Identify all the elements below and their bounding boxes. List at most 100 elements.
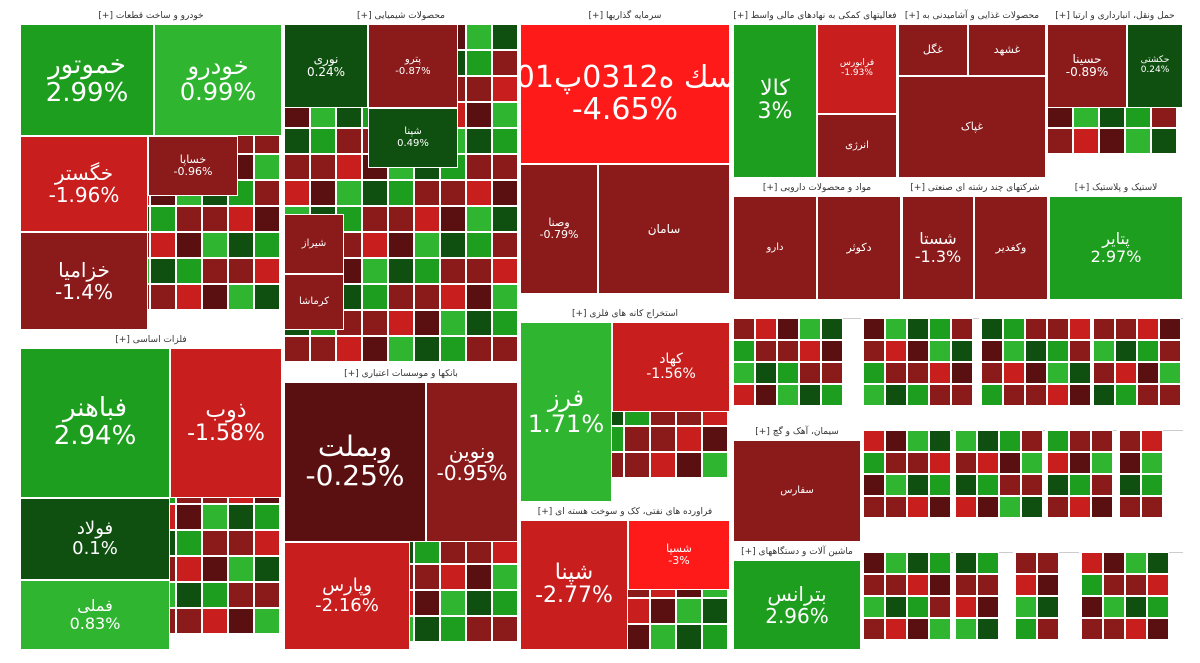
sector[interactable]: ماشین آلات و دستگاههای [+] بترانس 2.96% bbox=[733, 544, 861, 650]
filler-tile[interactable] bbox=[1025, 318, 1047, 340]
filler-tile[interactable] bbox=[254, 232, 280, 258]
filler-tile[interactable] bbox=[929, 474, 951, 496]
filler-tile[interactable] bbox=[1141, 430, 1163, 452]
filler-tile[interactable] bbox=[1119, 496, 1141, 518]
filler-tile[interactable] bbox=[254, 154, 280, 180]
filler-tile[interactable] bbox=[150, 258, 176, 284]
minor-sector[interactable] bbox=[863, 414, 953, 534]
filler-tile[interactable] bbox=[466, 590, 492, 616]
filler-tile[interactable] bbox=[929, 552, 951, 574]
sector-header[interactable]: محصولات غذایی و آشامیدنی به [+] bbox=[898, 8, 1046, 25]
sector[interactable]: استخراج کانه های فلزی [+] فرز 1.71% کهاد -1.… bbox=[520, 306, 730, 502]
filler-tile[interactable] bbox=[202, 556, 228, 582]
filler-tile[interactable] bbox=[1119, 452, 1141, 474]
filler-tile[interactable] bbox=[388, 284, 414, 310]
filler-tile[interactable] bbox=[1047, 340, 1069, 362]
filler-tile[interactable] bbox=[176, 530, 202, 556]
filler-tile[interactable] bbox=[254, 258, 280, 284]
sector-header[interactable]: محصولات شیمیایی [+] bbox=[284, 8, 518, 25]
filler-tile[interactable] bbox=[176, 284, 202, 310]
stock-tile[interactable]: کرماشا bbox=[284, 274, 344, 330]
filler-tile[interactable] bbox=[176, 232, 202, 258]
filler-tile[interactable] bbox=[1037, 596, 1059, 618]
sector-header[interactable]: فراورده های نفتی، کک و سوخت هسته ای [+] bbox=[520, 504, 730, 521]
filler-tile[interactable] bbox=[977, 474, 999, 496]
filler-tile[interactable] bbox=[955, 474, 977, 496]
filler-tile[interactable] bbox=[150, 284, 176, 310]
filler-tile[interactable] bbox=[863, 318, 885, 340]
filler-tile[interactable] bbox=[1115, 362, 1137, 384]
filler-tile[interactable] bbox=[466, 232, 492, 258]
minor-sector[interactable] bbox=[981, 302, 1091, 412]
filler-tile[interactable] bbox=[999, 496, 1021, 518]
stock-tile[interactable]: خساپا -0.96% bbox=[148, 136, 238, 196]
filler-tile[interactable] bbox=[733, 362, 755, 384]
filler-tile[interactable] bbox=[284, 154, 310, 180]
filler-tile[interactable] bbox=[1021, 430, 1043, 452]
filler-tile[interactable] bbox=[1015, 596, 1037, 618]
filler-tile[interactable] bbox=[1115, 318, 1137, 340]
filler-tile[interactable] bbox=[336, 180, 362, 206]
filler-tile[interactable] bbox=[1047, 474, 1069, 496]
filler-tile[interactable] bbox=[951, 340, 973, 362]
filler-tile[interactable] bbox=[999, 452, 1021, 474]
filler-tile[interactable] bbox=[440, 180, 466, 206]
minor-sector[interactable] bbox=[955, 536, 1013, 650]
filler-tile[interactable] bbox=[929, 384, 951, 406]
filler-tile[interactable] bbox=[440, 258, 466, 284]
filler-tile[interactable] bbox=[492, 180, 518, 206]
filler-tile[interactable] bbox=[440, 206, 466, 232]
filler-tile[interactable] bbox=[929, 430, 951, 452]
filler-tile[interactable] bbox=[1147, 574, 1169, 596]
filler-tile[interactable] bbox=[492, 258, 518, 284]
filler-tile[interactable] bbox=[885, 618, 907, 640]
filler-tile[interactable] bbox=[310, 154, 336, 180]
filler-tile[interactable] bbox=[929, 318, 951, 340]
minor-sector[interactable] bbox=[863, 536, 953, 650]
filler-tile[interactable] bbox=[1115, 340, 1137, 362]
filler-tile[interactable] bbox=[1103, 596, 1125, 618]
filler-tile[interactable] bbox=[202, 284, 228, 310]
filler-tile[interactable] bbox=[1037, 552, 1059, 574]
stock-tile[interactable]: فرز 1.71% bbox=[520, 322, 612, 502]
filler-tile[interactable] bbox=[1159, 318, 1181, 340]
filler-tile[interactable] bbox=[650, 598, 676, 624]
sector[interactable]: حمل ونقل، انبارداری و ارتبا [+] حسینا -0.8… bbox=[1047, 8, 1183, 178]
filler-tile[interactable] bbox=[176, 504, 202, 530]
filler-tile[interactable] bbox=[907, 496, 929, 518]
minor-sector-header[interactable] bbox=[1093, 302, 1183, 319]
filler-tile[interactable] bbox=[228, 284, 254, 310]
filler-tile[interactable] bbox=[440, 310, 466, 336]
filler-tile[interactable] bbox=[310, 336, 336, 362]
filler-tile[interactable] bbox=[702, 426, 728, 452]
filler-tile[interactable] bbox=[863, 340, 885, 362]
filler-tile[interactable] bbox=[1091, 452, 1113, 474]
filler-tile[interactable] bbox=[1159, 384, 1181, 406]
filler-tile[interactable] bbox=[1047, 318, 1069, 340]
filler-tile[interactable] bbox=[863, 596, 885, 618]
filler-tile[interactable] bbox=[228, 206, 254, 232]
filler-tile[interactable] bbox=[362, 258, 388, 284]
filler-tile[interactable] bbox=[977, 618, 999, 640]
filler-tile[interactable] bbox=[733, 318, 755, 340]
filler-tile[interactable] bbox=[254, 556, 280, 582]
filler-tile[interactable] bbox=[362, 232, 388, 258]
stock-tile[interactable]: وپارس -2.16% bbox=[284, 542, 410, 650]
filler-tile[interactable] bbox=[388, 232, 414, 258]
filler-tile[interactable] bbox=[755, 384, 777, 406]
filler-tile[interactable] bbox=[951, 362, 973, 384]
minor-sector[interactable] bbox=[1093, 302, 1183, 412]
filler-tile[interactable] bbox=[466, 76, 492, 102]
filler-tile[interactable] bbox=[254, 206, 280, 232]
filler-tile[interactable] bbox=[624, 426, 650, 452]
filler-tile[interactable] bbox=[466, 258, 492, 284]
filler-tile[interactable] bbox=[955, 596, 977, 618]
sector[interactable]: لاستیک و پلاستیک [+] پتایر 2.97% bbox=[1049, 180, 1183, 300]
sector-header[interactable]: سیمان، آهک و گچ [+] bbox=[733, 424, 861, 441]
filler-tile[interactable] bbox=[492, 102, 518, 128]
filler-tile[interactable] bbox=[951, 384, 973, 406]
stock-tile[interactable]: غپاک bbox=[898, 76, 1046, 178]
stock-tile[interactable]: شیراز bbox=[284, 214, 344, 274]
filler-tile[interactable] bbox=[1081, 552, 1103, 574]
filler-tile[interactable] bbox=[1125, 596, 1147, 618]
